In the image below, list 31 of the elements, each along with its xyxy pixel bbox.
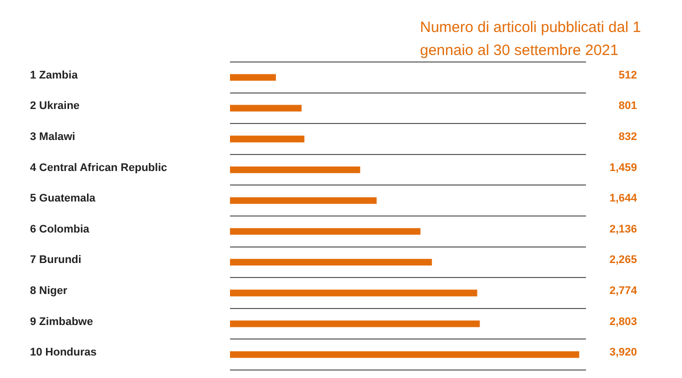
y-tick-label: 6 Colombia [30, 223, 90, 236]
y-tick-label: 7 Burundi [30, 254, 82, 266]
data-label: 2,265 [609, 254, 637, 266]
bar [230, 290, 478, 296]
y-tick-label: 5 Guatemala [30, 192, 96, 205]
bar [230, 136, 304, 142]
bar [230, 258, 432, 266]
y-tick-label: 10 Honduras [30, 346, 97, 359]
y-tick-label: 8 Niger [30, 285, 68, 298]
y-tick-label: 4 Central African Republic [30, 162, 168, 174]
bar [230, 197, 377, 204]
data-label: 801 [618, 100, 637, 112]
bar [230, 320, 480, 328]
data-label: 512 [618, 69, 637, 82]
data-label: 1,644 [609, 192, 638, 205]
data-label: 832 [618, 131, 637, 144]
y-tick-label: 9 Zimbabwe [30, 316, 93, 328]
data-label: 2,774 [609, 285, 638, 298]
bar [230, 104, 302, 112]
y-tick-label: 2 Ukraine [30, 100, 80, 112]
bar [230, 74, 276, 81]
chart-title: Numero di articoli pubblicati dal 1 gennaio al 30 settembre 2021 [420, 18, 642, 61]
y-tick-label: 3 Malawi [30, 131, 76, 144]
bar [230, 228, 420, 235]
bar [230, 351, 580, 358]
data-label: 3,920 [609, 346, 637, 359]
bar [230, 166, 360, 174]
y-tick-label: 1 Zambia [30, 69, 79, 82]
data-label: 1,459 [609, 162, 637, 174]
data-label: 2,136 [609, 223, 637, 236]
data-label: 2,803 [609, 316, 637, 328]
